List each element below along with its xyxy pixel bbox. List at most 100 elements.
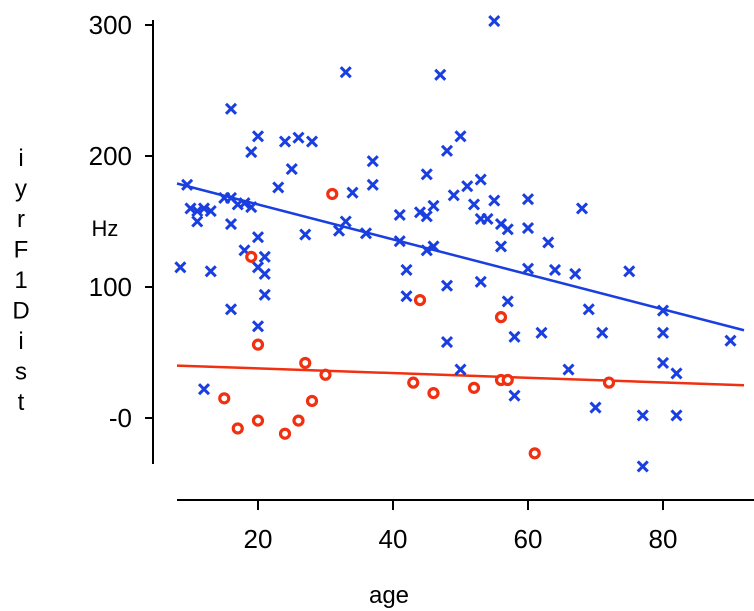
x-marker-stroke bbox=[305, 135, 319, 148]
x-marker bbox=[224, 218, 238, 231]
y-tick-label: 200 bbox=[89, 141, 132, 171]
circle-marker bbox=[231, 422, 244, 435]
circle-marker bbox=[218, 392, 231, 405]
x-tick-label: 20 bbox=[244, 524, 273, 554]
y-axis-title-char: F bbox=[14, 237, 29, 264]
x-marker-stroke bbox=[285, 163, 298, 176]
x-marker bbox=[299, 228, 312, 241]
x-marker-stroke bbox=[339, 215, 352, 228]
x-marker-stroke bbox=[191, 204, 204, 218]
x-marker bbox=[447, 189, 460, 202]
x-marker-stroke bbox=[521, 193, 535, 206]
x-marker bbox=[569, 267, 582, 280]
x-marker bbox=[346, 186, 359, 199]
x-marker-stroke bbox=[508, 389, 521, 402]
x-marker-stroke bbox=[454, 363, 467, 376]
x-marker-stroke bbox=[447, 189, 460, 202]
x-marker-stroke bbox=[494, 240, 508, 253]
x-marker bbox=[278, 135, 292, 148]
fit-line bbox=[176, 182, 745, 332]
x-marker bbox=[440, 279, 454, 292]
x-marker bbox=[623, 265, 636, 278]
circle-marker bbox=[427, 387, 440, 400]
x-marker bbox=[670, 409, 683, 422]
x-marker-stroke bbox=[467, 198, 481, 211]
x-marker bbox=[400, 263, 413, 277]
x-marker-stroke bbox=[184, 202, 197, 215]
x-marker-stroke bbox=[339, 66, 352, 79]
x-marker-stroke bbox=[474, 173, 487, 186]
x-marker bbox=[461, 180, 474, 193]
circle-marker bbox=[467, 381, 481, 394]
x-marker bbox=[245, 146, 258, 159]
x-marker-stroke bbox=[400, 263, 413, 277]
x-marker-stroke bbox=[346, 186, 359, 199]
x-marker-stroke bbox=[258, 288, 271, 301]
x-marker bbox=[474, 173, 487, 186]
x-marker-stroke bbox=[278, 135, 292, 148]
x-marker-stroke bbox=[488, 194, 501, 207]
x-marker-stroke bbox=[582, 303, 595, 316]
x-marker-stroke bbox=[251, 320, 265, 333]
x-marker bbox=[535, 326, 548, 339]
y-tick-label: 100 bbox=[89, 272, 132, 302]
x-marker bbox=[636, 460, 649, 473]
x-marker-stroke bbox=[332, 224, 346, 237]
x-marker-stroke bbox=[191, 215, 204, 228]
x-marker-stroke bbox=[299, 228, 312, 241]
x-marker bbox=[427, 199, 440, 212]
x-marker-stroke bbox=[501, 223, 514, 236]
x-marker-stroke bbox=[461, 180, 474, 193]
x-marker-stroke bbox=[181, 178, 194, 191]
x-marker-stroke bbox=[251, 261, 265, 274]
x-marker-stroke bbox=[224, 191, 238, 204]
x-marker bbox=[359, 227, 373, 240]
x-marker bbox=[434, 68, 447, 81]
x-marker bbox=[413, 206, 427, 219]
circle-marker bbox=[326, 187, 339, 201]
x-marker bbox=[292, 131, 305, 144]
x-marker bbox=[339, 215, 352, 228]
y-axis-unit: Hz bbox=[92, 216, 119, 241]
x-marker bbox=[174, 261, 187, 274]
x-marker bbox=[251, 130, 265, 143]
x-marker-stroke bbox=[224, 303, 238, 316]
x-marker bbox=[488, 15, 501, 28]
y-axis-title-char: s bbox=[15, 359, 27, 386]
x-marker bbox=[191, 204, 204, 218]
x-marker-stroke bbox=[427, 240, 440, 253]
x-marker bbox=[724, 334, 737, 347]
x-marker-stroke bbox=[251, 130, 265, 143]
x-marker-stroke bbox=[238, 197, 251, 210]
x-marker bbox=[670, 367, 683, 380]
x-marker-stroke bbox=[238, 244, 251, 257]
circle-marker bbox=[501, 373, 514, 387]
x-marker-stroke bbox=[521, 221, 535, 235]
x-marker-stroke bbox=[258, 267, 271, 280]
y-axis-title-char: r bbox=[17, 206, 25, 233]
x-marker bbox=[636, 409, 649, 422]
x-marker-stroke bbox=[434, 68, 447, 81]
y-axis-title-char: 1 bbox=[14, 267, 27, 294]
circle-marker bbox=[305, 394, 319, 408]
circle-marker bbox=[494, 311, 508, 324]
x-marker-stroke bbox=[245, 146, 258, 159]
x-marker bbox=[191, 215, 204, 228]
x-marker bbox=[420, 244, 433, 257]
x-marker-stroke bbox=[292, 131, 305, 144]
x-marker bbox=[596, 326, 609, 339]
x-marker-stroke bbox=[174, 261, 187, 274]
x-marker-stroke bbox=[359, 227, 373, 240]
x-marker bbox=[420, 168, 433, 181]
x-marker-stroke bbox=[224, 102, 238, 115]
x-marker bbox=[393, 235, 406, 248]
x-marker-stroke bbox=[494, 218, 508, 231]
x-marker-stroke bbox=[656, 356, 670, 370]
x-marker bbox=[400, 290, 413, 303]
x-marker-stroke bbox=[413, 206, 427, 219]
x-marker bbox=[656, 304, 670, 317]
x-marker-stroke bbox=[204, 265, 217, 278]
x-marker-stroke bbox=[474, 275, 487, 288]
circle-marker bbox=[292, 414, 305, 427]
